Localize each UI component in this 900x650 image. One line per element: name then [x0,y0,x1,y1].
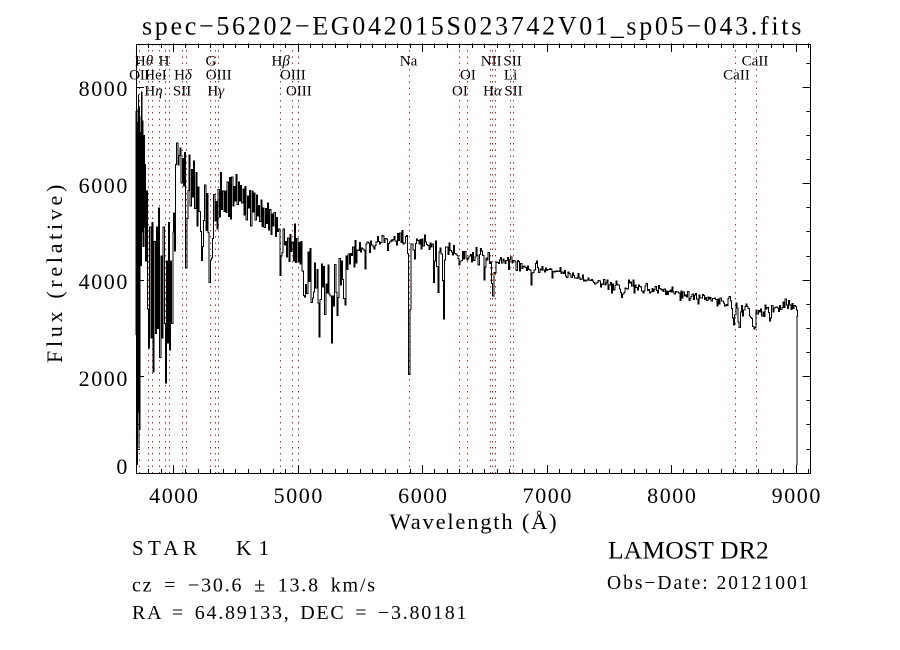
svg-text:7000: 7000 [523,483,573,508]
svg-text:Hβ: Hβ [272,54,291,70]
svg-text:8000: 8000 [647,483,697,508]
svg-text:K1: K1 [236,536,276,560]
svg-text:OIII: OIII [286,84,312,100]
svg-text:4000: 4000 [79,269,129,294]
svg-text:Obs−Date: 20121001: Obs−Date: 20121001 [607,573,811,594]
svg-text:OII: OII [129,68,150,84]
svg-text:Hη: Hη [144,84,162,100]
svg-text:cz = −30.6 ± 13.8 km/s: cz = −30.6 ± 13.8 km/s [132,575,377,597]
svg-text:0: 0 [116,454,129,479]
svg-text:6000: 6000 [398,483,448,508]
svg-text:Hδ: Hδ [174,68,193,84]
svg-text:OI: OI [452,84,468,100]
svg-text:spec−56202−EG042015S023742V01_: spec−56202−EG042015S023742V01_sp05−043.f… [142,12,804,41]
svg-text:SII: SII [173,84,191,100]
svg-text:NII: NII [481,54,502,70]
svg-text:SII: SII [503,54,521,70]
svg-text:5000: 5000 [274,483,324,508]
svg-text:CaII: CaII [742,54,769,70]
svg-text:STAR: STAR [132,536,201,560]
svg-text:Wavelength (Å): Wavelength (Å) [390,509,559,534]
svg-text:G: G [205,54,216,70]
svg-text:OI: OI [460,68,476,84]
svg-text:CaII: CaII [723,68,750,84]
svg-text:Flux (relative): Flux (relative) [42,181,67,363]
svg-text:Hγ: Hγ [207,84,225,100]
svg-text:2000: 2000 [79,366,129,391]
svg-text:Li: Li [504,68,517,84]
svg-text:Hα: Hα [483,84,503,100]
svg-text:8000: 8000 [79,76,129,101]
svg-text:H: H [159,54,170,70]
svg-text:6000: 6000 [79,173,129,198]
svg-text:Hθ: Hθ [135,54,154,70]
svg-text:4000: 4000 [149,483,199,508]
svg-text:SII: SII [504,84,522,100]
svg-text:OIII: OIII [206,68,232,84]
svg-text:LAMOST DR2: LAMOST DR2 [608,536,769,565]
svg-text:9000: 9000 [772,483,822,508]
svg-text:Na: Na [400,54,418,70]
svg-text:HeI: HeI [144,68,167,84]
svg-text:OIII: OIII [280,68,306,84]
svg-text:RA = 64.89133, DEC = −3.8018: RA = 64.89133, DEC = −3.80181 [132,602,468,624]
